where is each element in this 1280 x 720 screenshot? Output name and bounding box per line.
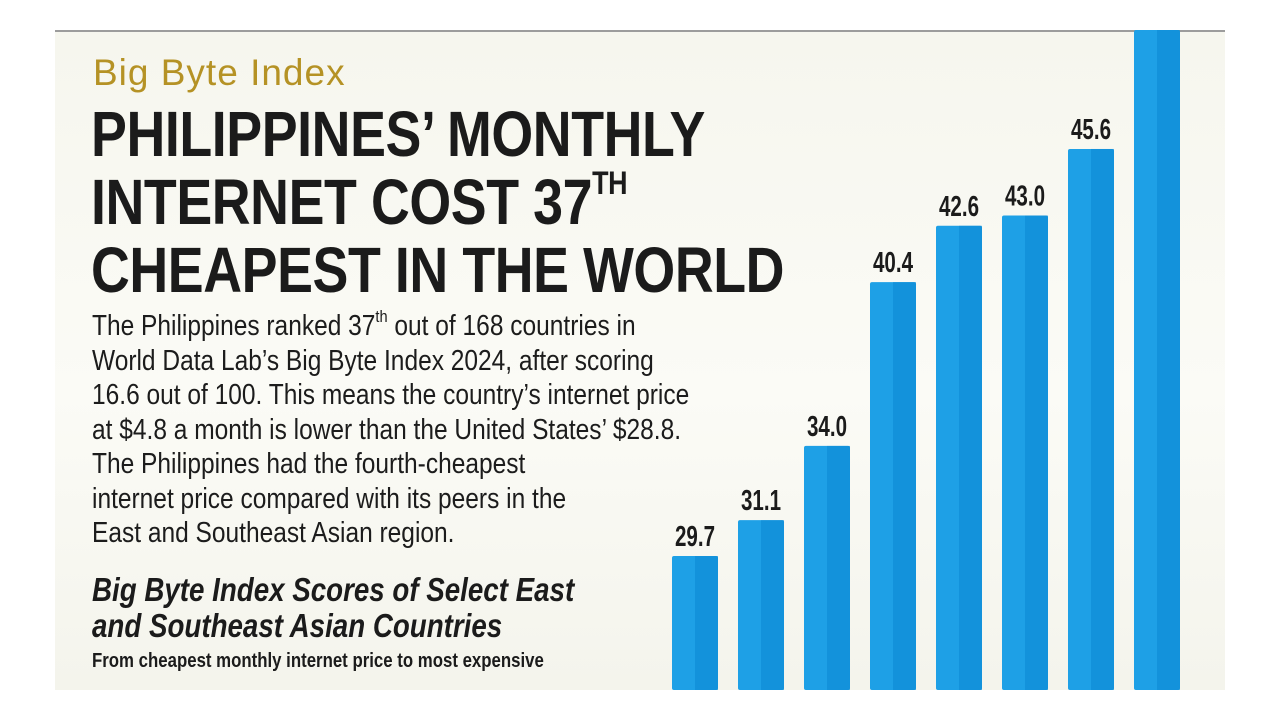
bar-4-shade bbox=[893, 282, 916, 690]
bar-7-shade bbox=[1091, 148, 1114, 690]
bar-3-shade bbox=[827, 445, 850, 690]
bar-4-label: 40.4 bbox=[873, 247, 913, 279]
bars-group bbox=[672, 30, 1180, 690]
top-rule bbox=[55, 30, 1225, 32]
bar-7-label: 45.6 bbox=[1071, 114, 1111, 146]
bar-2 bbox=[738, 520, 784, 690]
bar-labels-group: 29.7 31.1 34.0 40.4 42.6 43.0 45.6 bbox=[675, 114, 1111, 553]
body-line-4: at $4.8 a month is lower than the United… bbox=[92, 413, 682, 446]
bar-7 bbox=[1068, 148, 1114, 690]
bar-3 bbox=[804, 445, 850, 690]
bar-6-label: 43.0 bbox=[1005, 181, 1045, 213]
bar-2-shade bbox=[761, 520, 784, 690]
bar-1-shade bbox=[695, 556, 718, 690]
body-line-1b: out of 168 countries in bbox=[387, 310, 636, 342]
headline-line-2: INTERNET COST 37TH bbox=[91, 165, 784, 238]
bar-4 bbox=[870, 282, 916, 690]
bar-8-shade bbox=[1157, 30, 1180, 690]
body-line-1: The Philippines ranked 37th out of 168 c… bbox=[92, 307, 689, 344]
headline: PHILIPPINES’ MONTHLY INTERNET COST 37TH … bbox=[91, 100, 784, 304]
bar-1-label: 29.7 bbox=[675, 521, 715, 553]
bar-5 bbox=[936, 225, 982, 690]
headline-line-1: PHILIPPINES’ MONTHLY bbox=[91, 98, 705, 170]
chart-subtitle: From cheapest monthly internet price to … bbox=[92, 650, 544, 672]
bar-5-label: 42.6 bbox=[939, 191, 979, 223]
body-line-7: East and Southeast Asian region. bbox=[92, 517, 455, 549]
body-paragraph: The Philippines ranked 37th out of 168 c… bbox=[92, 307, 690, 551]
bar-8 bbox=[1134, 30, 1180, 690]
bar-6-shade bbox=[1025, 215, 1048, 690]
bar-2-label: 31.1 bbox=[741, 485, 781, 517]
body-superscript: th bbox=[375, 307, 388, 326]
body-line-3: 16.6 out of 100. This means the country’… bbox=[92, 379, 690, 411]
bar-1 bbox=[672, 556, 718, 690]
headline-superscript: TH bbox=[592, 165, 628, 201]
bar-3-label: 34.0 bbox=[807, 411, 847, 443]
chart-title-line-1: Big Byte Index Scores of Select East bbox=[92, 571, 575, 608]
kicker: Big Byte Index bbox=[93, 52, 346, 93]
body-line-6: internet price compared with its peers i… bbox=[92, 482, 567, 515]
bar-6 bbox=[1002, 215, 1048, 690]
headline-line-3: CHEAPEST IN THE WORLD bbox=[91, 234, 785, 306]
bar-5-shade bbox=[959, 225, 982, 690]
body-line-5: The Philippines had the fourth-cheapest bbox=[92, 448, 526, 480]
body-line-2: World Data Lab’s Big Byte Index 2024, af… bbox=[92, 344, 654, 377]
headline-line-2-text: INTERNET COST 37 bbox=[91, 166, 593, 238]
body-line-1a: The Philippines ranked 37 bbox=[92, 310, 376, 342]
chart-title-line-2: and Southeast Asian Countries bbox=[92, 607, 503, 644]
chart-title: Big Byte Index Scores of Select East and… bbox=[92, 572, 574, 644]
